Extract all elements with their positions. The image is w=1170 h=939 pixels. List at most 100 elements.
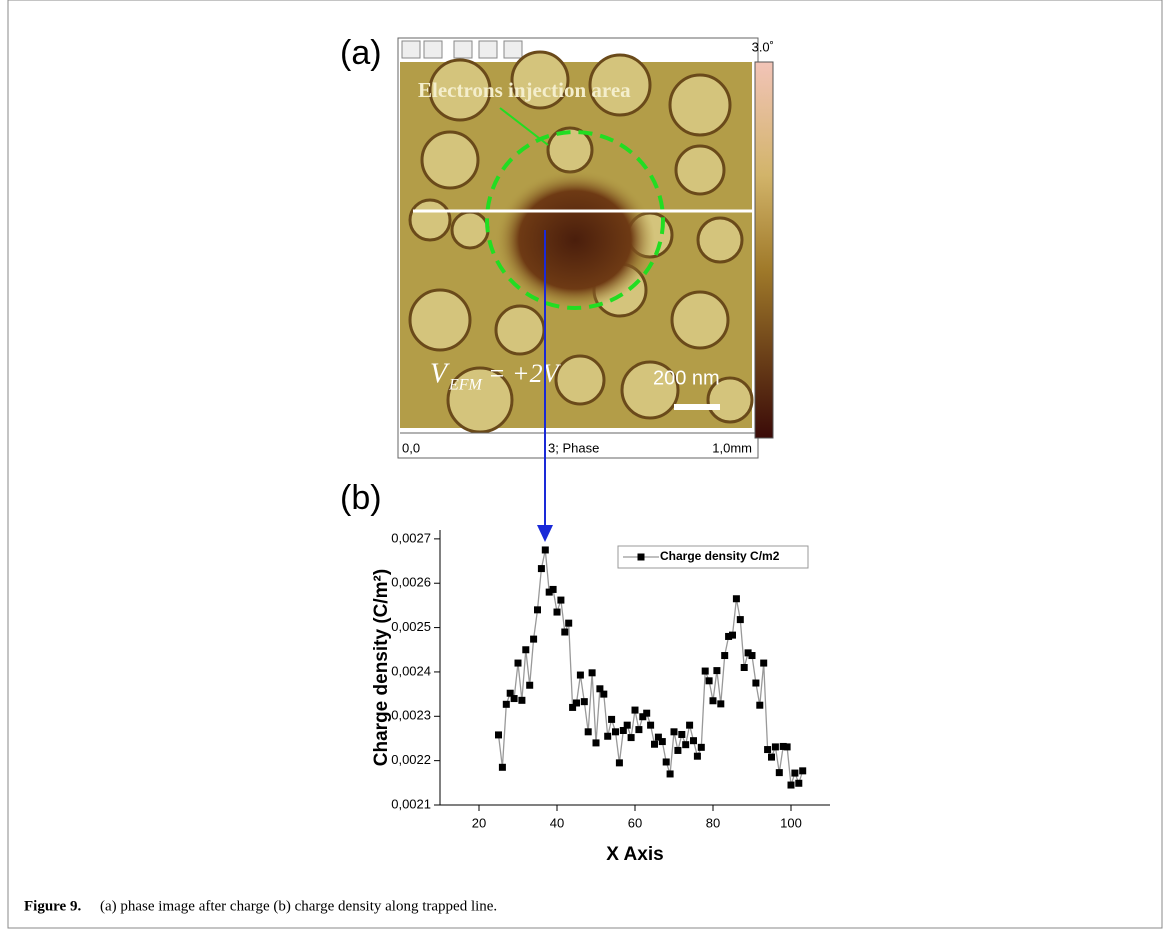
data-point [768, 753, 775, 761]
data-point [682, 741, 690, 749]
figure-border [7, 0, 1163, 929]
data-point [569, 703, 577, 711]
data-point [510, 695, 518, 703]
data-point [557, 596, 565, 604]
data-point [522, 646, 530, 654]
data-point [600, 690, 608, 698]
data-point [760, 659, 768, 667]
data-point [690, 737, 697, 745]
data-point [588, 669, 596, 677]
data-point [530, 635, 538, 643]
caption-label: Figure 9. [24, 898, 81, 914]
data-point [744, 649, 752, 657]
data-point [787, 781, 795, 789]
data-point [717, 700, 725, 708]
image-axis-end: 1,0mm [712, 440, 752, 455]
data-point [627, 734, 635, 742]
y-tick-label: 0,0025 [391, 619, 431, 634]
data-point [654, 733, 662, 741]
legend-box [617, 545, 809, 569]
x-tick-label: 40 [550, 815, 564, 830]
image-axis-start: 0,0 [402, 440, 420, 455]
data-point [561, 628, 569, 636]
image-channel: 3; Phase [548, 440, 599, 455]
y-axis-label: Charge density (C/m²) [371, 569, 392, 766]
data-point [565, 619, 573, 627]
data-point [518, 696, 526, 704]
data-point [791, 769, 799, 777]
legend-label: Charge density C/m2 [660, 549, 780, 563]
data-point [537, 565, 545, 573]
data-line [497, 549, 804, 786]
data-point [495, 731, 502, 739]
x-tick-label: 60 [628, 815, 642, 830]
data-point [666, 770, 674, 778]
data-point [506, 689, 514, 697]
data-point [732, 595, 740, 603]
y-tick-label: 0,0027 [391, 530, 431, 545]
caption-text: (a) phase image after charge (b) charge … [100, 898, 497, 914]
data-point [725, 632, 733, 640]
data-point [549, 585, 557, 593]
data-point [721, 652, 729, 660]
y-tick-label: 0,0022 [391, 752, 431, 767]
data-point [705, 677, 713, 685]
data-point [795, 779, 803, 787]
data-point [697, 743, 705, 751]
panel-label: (b) [340, 479, 382, 517]
voltage-value: = +2V [488, 359, 562, 388]
data-point [612, 728, 619, 736]
data-point [670, 728, 678, 736]
panel-label: (a) [340, 34, 382, 72]
data-point [584, 728, 592, 736]
data-point [658, 738, 666, 746]
data-point [514, 659, 522, 667]
data-point [674, 746, 682, 754]
x-tick-label: 100 [780, 815, 802, 830]
data-point [619, 726, 627, 734]
data-point [775, 769, 783, 777]
data-point [799, 767, 807, 775]
arrow-head [537, 525, 553, 542]
data-point [631, 706, 639, 714]
data-point [541, 546, 549, 554]
colorbar [754, 61, 774, 439]
data-point [502, 700, 510, 708]
data-point [639, 713, 647, 721]
x-tick-label: 80 [706, 815, 720, 830]
data-point [604, 732, 612, 740]
scale-bar-label: 200 nm [653, 367, 720, 389]
data-point [573, 699, 580, 707]
colorbar-max: 3.0˚ [752, 39, 774, 54]
data-point [752, 679, 760, 687]
phase-image [400, 50, 755, 434]
data-point [686, 721, 694, 729]
y-tick-label: 0,0026 [391, 575, 431, 590]
data-point [783, 743, 791, 751]
data-point [678, 730, 686, 738]
data-point [764, 746, 772, 754]
data-point [592, 739, 600, 747]
y-tick-label: 0,0023 [391, 708, 431, 723]
y-tick-label: 0,0021 [391, 796, 431, 811]
data-point [635, 726, 643, 734]
data-point [701, 667, 709, 675]
data-point [779, 742, 787, 750]
data-point [756, 701, 764, 709]
data-point [713, 667, 721, 675]
data-point [615, 759, 623, 767]
data-point [553, 608, 561, 616]
data-point [736, 616, 744, 624]
data-point [498, 763, 506, 771]
data-point [709, 697, 717, 705]
annotation: Electrons injection area [418, 78, 631, 102]
x-tick-label: 20 [472, 815, 486, 830]
data-point [580, 698, 588, 706]
voltage-subscript: EFM [448, 377, 484, 394]
data-point [623, 721, 631, 729]
data-point [729, 631, 736, 639]
data-point [748, 652, 756, 660]
x-axis-label: X Axis [606, 844, 663, 865]
